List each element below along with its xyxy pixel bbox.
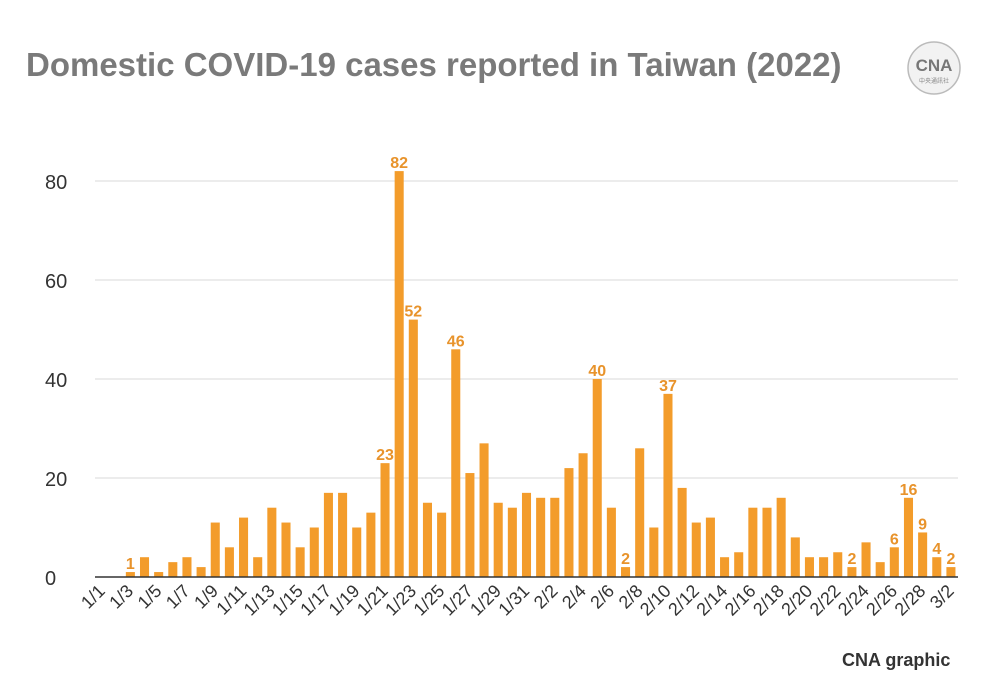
bar <box>267 507 277 577</box>
bar <box>408 319 418 577</box>
y-tick-label: 40 <box>45 370 67 392</box>
bar <box>804 557 814 577</box>
x-tick-label: 2/6 <box>586 581 618 613</box>
bar <box>903 497 914 577</box>
bar <box>437 512 447 577</box>
bar <box>380 463 390 577</box>
bar <box>309 527 319 577</box>
bar <box>889 547 899 577</box>
x-tick-label: 1/5 <box>134 581 166 613</box>
bar <box>154 572 164 577</box>
bar <box>592 379 602 577</box>
bar <box>819 557 829 577</box>
bar <box>790 537 800 577</box>
bars <box>125 171 956 577</box>
bar <box>663 393 673 577</box>
bar <box>451 349 461 577</box>
data-label: 6 <box>890 531 899 548</box>
x-tick-label: 1/7 <box>162 581 194 613</box>
bar <box>422 502 432 577</box>
y-tick-label: 20 <box>45 469 67 491</box>
data-label: 23 <box>376 447 394 464</box>
bar <box>677 487 687 577</box>
data-label: 16 <box>900 482 918 499</box>
bar <box>918 532 928 577</box>
bar <box>734 552 744 577</box>
bar <box>635 448 645 577</box>
bar <box>621 567 631 577</box>
bar <box>946 567 956 577</box>
bar <box>536 497 546 577</box>
x-axis-ticks: 1/11/31/51/71/91/111/131/151/171/191/211… <box>77 581 958 620</box>
x-tick-label: 2/4 <box>558 581 590 613</box>
bar <box>748 507 758 577</box>
bar <box>224 547 234 577</box>
bar <box>182 557 192 577</box>
chart-title: Domestic COVID-19 cases reported in Taiw… <box>26 46 842 83</box>
data-label: 82 <box>390 155 408 172</box>
bar <box>210 522 220 577</box>
bar <box>281 522 291 577</box>
bar <box>139 557 150 577</box>
data-label: 37 <box>659 378 677 395</box>
x-tick-label: 1/31 <box>494 581 533 620</box>
bar <box>465 473 475 577</box>
bar <box>720 557 730 577</box>
x-tick-label: 1/3 <box>105 581 137 613</box>
y-tick-label: 0 <box>45 568 56 590</box>
bar <box>606 507 616 577</box>
bar <box>168 562 178 577</box>
bar <box>550 497 560 577</box>
bar <box>196 567 206 577</box>
bar <box>493 502 503 577</box>
x-tick-label: 2/2 <box>530 581 562 613</box>
bar <box>776 497 786 577</box>
bar <box>875 562 885 577</box>
bar <box>521 492 532 577</box>
bar <box>833 552 843 577</box>
bar <box>479 443 489 577</box>
gridlines <box>95 180 958 479</box>
data-label: 9 <box>918 516 927 533</box>
bar <box>578 453 588 577</box>
data-label: 4 <box>932 541 941 558</box>
data-label: 1 <box>126 556 135 573</box>
y-axis-ticks: 0 20 40 60 80 <box>45 172 67 590</box>
bar <box>253 557 263 577</box>
bar <box>323 492 333 577</box>
bar <box>394 171 404 577</box>
bar <box>239 517 249 577</box>
data-label: 40 <box>588 363 606 380</box>
data-label: 52 <box>404 304 422 321</box>
y-tick-label: 80 <box>45 172 67 194</box>
data-label: 2 <box>847 551 856 568</box>
bar <box>705 517 715 577</box>
bar <box>295 547 305 577</box>
data-label: 2 <box>621 551 630 568</box>
x-tick-label: 1/1 <box>77 581 109 613</box>
bar <box>507 507 517 577</box>
bar <box>691 522 701 577</box>
y-tick-label: 60 <box>45 271 67 293</box>
logo-subtext: 中央通訊社 <box>919 77 949 85</box>
bar <box>125 572 135 577</box>
data-label: 2 <box>946 551 955 568</box>
logo-text: CNA <box>916 56 953 75</box>
bar <box>861 542 871 577</box>
bar <box>762 507 772 577</box>
bar <box>564 468 574 577</box>
bar <box>932 557 942 577</box>
x-tick-label: 2/28 <box>891 581 930 620</box>
bar <box>338 492 348 577</box>
bar <box>366 512 376 577</box>
cna-logo: CNA 中央通訊社 <box>907 41 961 95</box>
bar <box>649 527 659 577</box>
data-label: 46 <box>447 333 465 350</box>
bar <box>352 527 362 577</box>
credit-text: CNA graphic <box>842 650 951 670</box>
x-tick-label: 3/2 <box>926 581 958 613</box>
bar <box>847 567 857 577</box>
